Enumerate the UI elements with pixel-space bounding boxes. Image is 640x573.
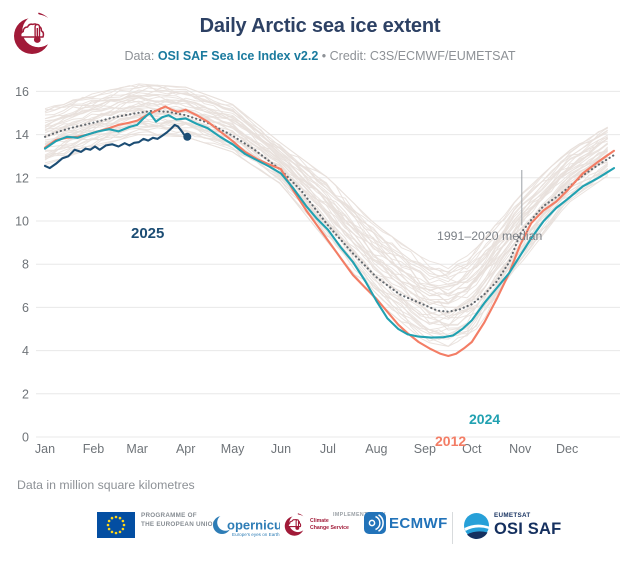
svg-text:Sep: Sep [414,442,436,456]
svg-text:Aug: Aug [365,442,387,456]
svg-text:16: 16 [15,85,29,99]
svg-text:10: 10 [15,215,29,229]
ecmwf-emblem-icon [364,512,386,534]
osisaf-wordmark: EUMETSAT OSI SAF [494,512,562,539]
svg-text:May: May [221,442,245,456]
svg-text:Apr: Apr [176,442,195,456]
c3s-mini-logo: Climate Change Service [282,512,349,544]
eu-programme-label: PROGRAMME OF THE EUROPEAN UNION [141,512,218,529]
series-label-2012: 2012 [435,433,467,449]
svg-text:Dec: Dec [556,442,578,456]
chart-area: 0 2 4 6 8 10 12 14 16 Jan Feb Mar Apr May Jun Jul Aug Se… [0,80,640,460]
svg-text:14: 14 [15,128,29,142]
osisaf-logo: EUMETSAT OSI SAF [463,512,561,539]
svg-text:Jan: Jan [35,442,55,456]
copernicus-logo: opernicus Europe's eyes on Earth [212,512,289,545]
svg-text:6: 6 [22,301,29,315]
ecmwf-logo: ECMWF [364,512,448,534]
footer-logos: PROGRAMME OF THE EUROPEAN UNION opernicu… [0,512,640,552]
svg-text:4: 4 [22,344,29,358]
eumetsat-label: EUMETSAT [494,512,531,520]
eu-programme-line2: THE EUROPEAN UNION [141,520,218,528]
sea-ice-extent-chart: 0 2 4 6 8 10 12 14 16 Jan Feb Mar Apr May Jun Jul Aug Se… [15,83,620,456]
svg-text:8: 8 [22,258,29,272]
page-subtitle: Data: OSI SAF Sea Ice Index v2.2 • Credi… [0,49,640,63]
ecmwf-wordmark: ECMWF [389,514,448,532]
x-axis-month-labels: Jan Feb Mar Apr May Jun Jul Aug Sep Oct Nov Dec [35,442,578,456]
c3s-mini-label: Climate Change Service [310,518,349,532]
dataset-link[interactable]: OSI SAF Sea Ice Index v2.2 [157,49,319,63]
units-note: Data in million square kilometres [17,478,195,492]
osisaf-label: OSI SAF [494,520,562,539]
logo-divider [452,512,453,544]
eu-flag-icon [97,512,135,538]
y-axis-tick-labels: 0 2 4 6 8 10 12 14 16 [15,85,29,445]
svg-text:Mar: Mar [126,442,148,456]
svg-text:opernicus: opernicus [227,518,280,533]
svg-text:0: 0 [22,431,29,445]
page-title: Daily Arctic sea ice extent [199,15,441,37]
series-lines [43,105,616,358]
subtitle-credit: • Credit: C3S/ECMWF/EUMETSAT [318,49,516,63]
c3s-label-line1: Climate [310,518,329,524]
copernicus-c-swoosh-icon: opernicus [213,514,289,534]
c3s-mini-icon [284,513,307,536]
subtitle-data-prefix: Data: [124,49,158,63]
implemented-by-label: IMPLEMENTED BY [333,512,386,518]
c3s-climate-change-service-icon [14,12,55,54]
median-annotation-label: 1991–2020 median [437,229,543,243]
svg-text:Jun: Jun [271,442,291,456]
c3s-label-line2: Change Service [310,524,349,531]
svg-text:Feb: Feb [83,442,105,456]
copernicus-tagline: Europe's eyes on Earth [232,532,280,537]
series-label-2025: 2025 [131,225,165,242]
svg-text:Jul: Jul [320,442,336,456]
svg-text:Oct: Oct [462,442,482,456]
series-label-2024: 2024 [469,411,501,427]
svg-text:Nov: Nov [509,442,532,456]
osisaf-globe-icon [464,513,489,539]
svg-text:2: 2 [22,387,29,401]
eu-programme-line1: PROGRAMME OF [141,512,197,519]
svg-text:12: 12 [15,171,29,185]
